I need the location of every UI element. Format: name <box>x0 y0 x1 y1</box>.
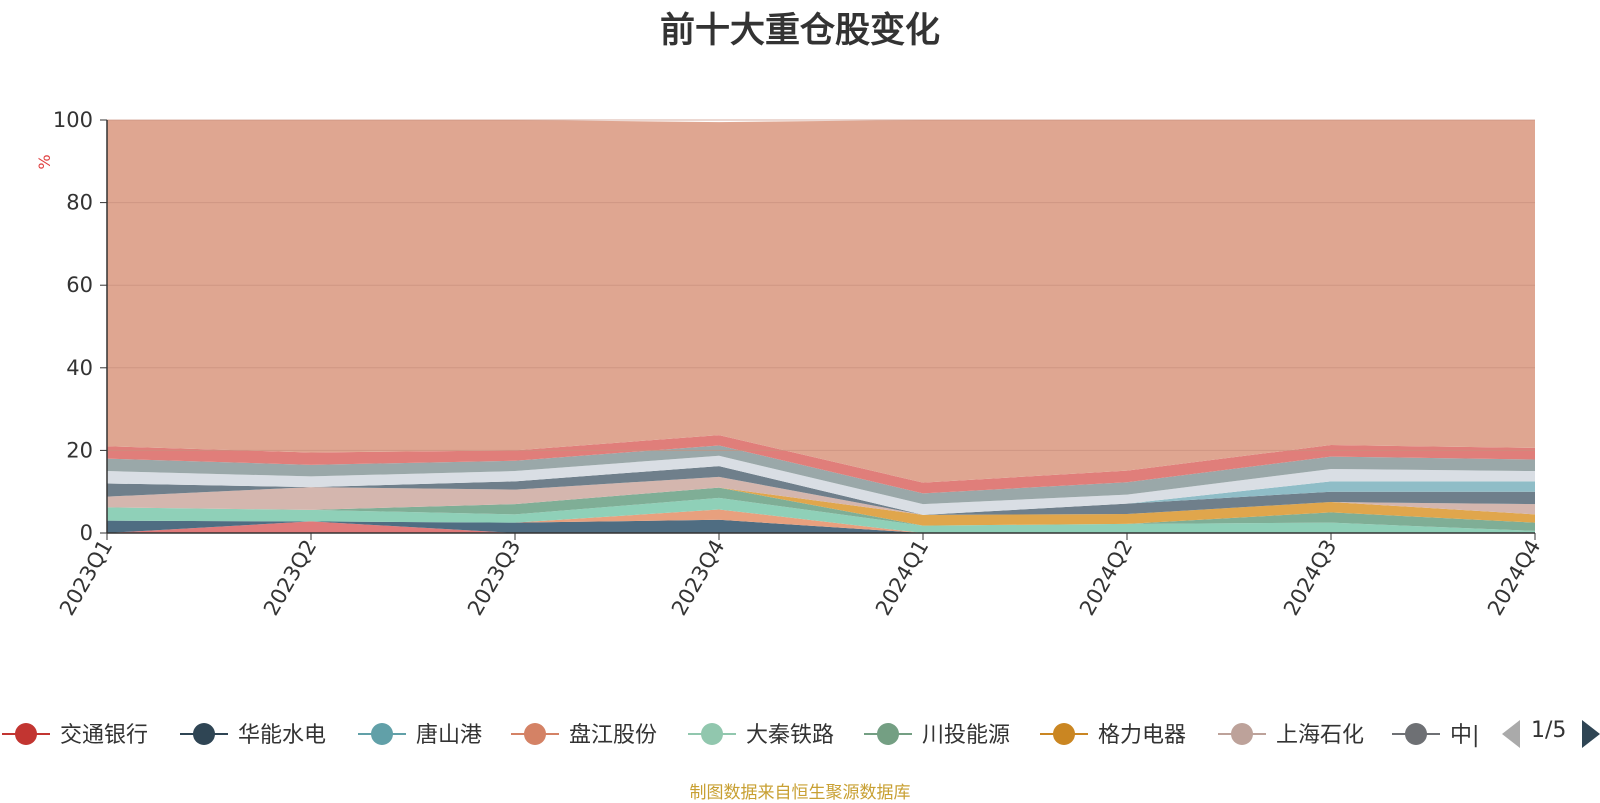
legend-marker <box>15 723 37 745</box>
legend-item-label: 唐山港 <box>416 723 482 748</box>
x-tick-label: 2024Q1 <box>871 536 933 620</box>
x-tick-label: 2023Q3 <box>463 536 525 620</box>
legend-page-indicator: 1/5 <box>1531 718 1567 743</box>
y-tick-label: 100 <box>53 108 93 132</box>
legend-item-label: 盘江股份 <box>569 723 657 748</box>
x-tick-label: 2023Q2 <box>259 536 321 620</box>
legend-item-label: 大秦铁路 <box>746 723 834 748</box>
legend-item-label: 川投能源 <box>922 723 1010 748</box>
area-series-5 <box>107 487 1535 531</box>
x-tick-label: 2023Q1 <box>55 536 117 620</box>
area-series-10 <box>107 455 1535 515</box>
y-axis-label: % <box>35 154 54 169</box>
chart-title: 前十大重仓股变化 <box>659 11 940 51</box>
x-tick-label: 2023Q4 <box>667 536 729 620</box>
legend-prev-icon[interactable] <box>1502 720 1520 748</box>
legend-item-label: 华能水电 <box>238 723 326 748</box>
area-series-1 <box>107 521 1535 533</box>
legend-item-label: 上海石化 <box>1276 723 1364 748</box>
area-series-2 <box>107 519 1535 533</box>
x-tick-label: 2024Q2 <box>1075 536 1137 620</box>
area-series-11 <box>107 445 1535 505</box>
y-tick-label: 80 <box>66 191 93 215</box>
area-series-6 <box>107 487 1535 526</box>
legend-marker <box>701 723 723 745</box>
area-series-12 <box>107 435 1535 494</box>
legend-marker <box>1405 723 1427 745</box>
legend-marker <box>1053 723 1075 745</box>
y-tick-label: 60 <box>66 273 93 297</box>
legend-item-label: 格力电器 <box>1098 723 1186 748</box>
area-series-7 <box>107 476 1535 515</box>
y-tick-label: 0 <box>80 521 93 545</box>
legend-marker <box>193 723 215 745</box>
x-tick-label: 2024Q4 <box>1483 536 1545 620</box>
legend-marker <box>1231 723 1253 745</box>
legend-item-label: 中| <box>1450 723 1479 748</box>
y-tick-label: 40 <box>66 356 93 380</box>
legend-marker <box>371 723 393 745</box>
area-series-4 <box>107 497 1535 533</box>
legend-marker <box>877 723 899 745</box>
data-source-note: 制图数据来自恒生聚源数据库 <box>689 783 911 803</box>
legend-item-label: 交通银行 <box>60 723 148 748</box>
area-series-9 <box>107 466 1535 515</box>
y-tick-label: 20 <box>66 438 93 462</box>
legend-next-icon[interactable] <box>1582 720 1600 748</box>
area-series-13 <box>107 120 1535 483</box>
x-tick-label: 2024Q3 <box>1279 536 1341 620</box>
legend-marker <box>524 723 546 745</box>
